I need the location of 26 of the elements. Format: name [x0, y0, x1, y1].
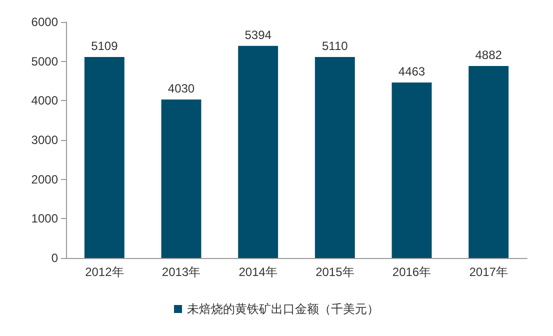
data-label: 5110: [322, 39, 348, 54]
y-tick-label: 6000: [31, 15, 58, 29]
bar: [84, 57, 124, 258]
data-label: 4882: [475, 48, 502, 62]
data-label: 4030: [168, 81, 195, 96]
bar: [314, 57, 355, 258]
legend-label: 未焙烧的黄铁矿出口金额（千美元）: [187, 302, 379, 316]
x-tick-label: 2015年: [316, 265, 354, 279]
bar: [238, 46, 278, 258]
x-tick-label: 2016年: [392, 265, 432, 279]
data-label: 5394: [244, 28, 272, 42]
y-tick-label: 5000: [31, 54, 58, 68]
x-tick-label: 2014年: [238, 265, 278, 279]
x-tick-label: 2012年: [85, 265, 124, 279]
data-label: 5109: [91, 39, 118, 54]
y-tick-label: 1000: [31, 212, 58, 226]
bar: [392, 82, 432, 258]
y-tick-label: 2000: [31, 172, 58, 186]
x-tick-label: 2013年: [162, 265, 201, 279]
data-label: 4463: [398, 64, 426, 78]
bar: [468, 66, 509, 258]
bar: [161, 99, 202, 258]
y-tick-label: 0: [51, 251, 58, 265]
x-tick-label: 2017年: [469, 265, 508, 279]
y-tick-label: 3000: [31, 133, 58, 147]
y-tick-label: 4000: [31, 94, 58, 108]
